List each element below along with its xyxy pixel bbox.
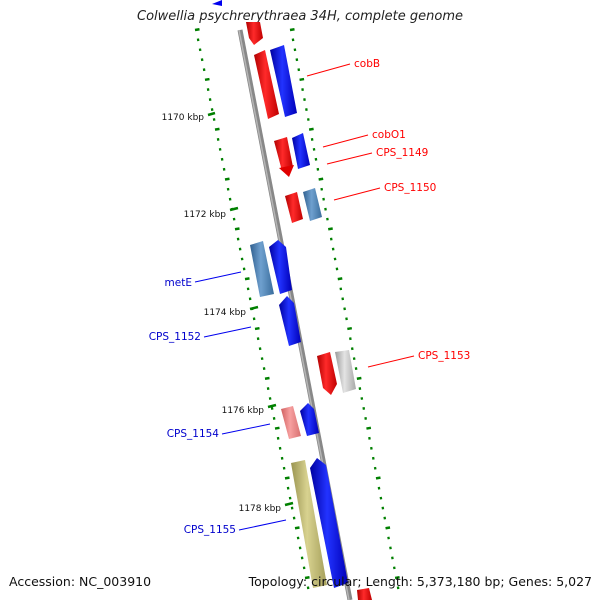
tick-mark: [204, 77, 210, 82]
gene-cps1154-pink: [281, 406, 301, 439]
tick-mark: [214, 127, 220, 131]
tick-mark: [304, 576, 310, 580]
gene-cps1155-olive: [291, 460, 327, 588]
gene-cps1155-blue: [310, 458, 348, 588]
label-cps1154[interactable]: CPS_1154: [167, 428, 220, 440]
tick-mark: [394, 576, 400, 580]
label-cobB[interactable]: cobB: [354, 58, 380, 70]
tick-mark: [284, 476, 290, 480]
tick-mark: [244, 277, 250, 281]
label-cps1155[interactable]: CPS_1155: [184, 524, 236, 536]
labels-right: cobB cobO1 CPS_1149 CPS_1150 CPS_1153: [306, 58, 470, 368]
tick-mark: [294, 526, 300, 530]
gene-cps1154-blue: [300, 403, 319, 436]
tick-strip-left: [194, 28, 310, 590]
map-title: Colwellia psychrerythraea 34H, complete …: [137, 9, 463, 24]
gene-cobB-red: [254, 50, 279, 119]
tick-1170: 1170 kbp: [162, 113, 205, 123]
gene-cobO1-red-head: [279, 165, 294, 177]
tick-mark: [347, 326, 353, 331]
tick-mark: [337, 277, 343, 281]
tick-mark: [299, 77, 305, 82]
gene-metE-steel: [250, 241, 274, 297]
tick-mark: [366, 426, 372, 430]
gene-cps1149-blue: [292, 133, 310, 169]
tick-mark: [318, 177, 324, 181]
gene-cps1153-red: [317, 352, 337, 395]
tick-strip-right: [289, 28, 400, 590]
gene-cobO1-red: [274, 137, 293, 171]
gene-cobB-blue: [270, 45, 297, 117]
tick-mark: [328, 227, 333, 231]
tick-mark: [289, 28, 295, 32]
tick-mark: [385, 526, 391, 530]
tick-mark: [234, 227, 240, 231]
partial-gene-top: [212, 0, 222, 6]
gene-metE-blue: [269, 240, 292, 294]
labels-left: metE CPS_1152 CPS_1154 CPS_1155: [149, 271, 287, 536]
tick-mark: [264, 376, 270, 380]
kbp-ticks: 1170 kbp 1172 kbp 1174 kbp 1176 kbp 1178…: [162, 111, 294, 514]
tick-mark: [308, 127, 314, 131]
label-cps1152[interactable]: CPS_1152: [149, 331, 201, 343]
tick-1176: 1176 kbp: [222, 406, 265, 416]
accession-text: Accession: NC_003910: [9, 574, 152, 589]
label-metE[interactable]: metE: [165, 277, 192, 289]
tick-1178: 1178 kbp: [239, 504, 282, 514]
tick-mark: [224, 177, 230, 181]
gene-cps1153-gray: [335, 350, 356, 393]
gene-cps1150-steel: [303, 188, 322, 221]
tick-mark: [375, 476, 381, 480]
gene-cps1150-red: [285, 192, 303, 223]
gene-partial-top: [246, 22, 263, 45]
tick-mark: [254, 326, 260, 331]
tick-mark: [356, 376, 362, 380]
label-cps1149[interactable]: CPS_1149: [376, 147, 428, 159]
tick-mark: [274, 426, 280, 430]
tick-mark: [194, 28, 200, 32]
topology-text: Topology: circular; Length: 5,373,180 bp…: [248, 574, 592, 589]
label-cps1153[interactable]: CPS_1153: [418, 350, 470, 362]
tick-1174: 1174 kbp: [204, 308, 247, 318]
gene-cps1152-blue: [279, 296, 301, 346]
label-cobO1[interactable]: cobO1: [372, 129, 406, 141]
gene-partial-bottom: [357, 588, 372, 600]
tick-1172: 1172 kbp: [184, 210, 227, 220]
label-cps1150[interactable]: CPS_1150: [384, 182, 436, 194]
